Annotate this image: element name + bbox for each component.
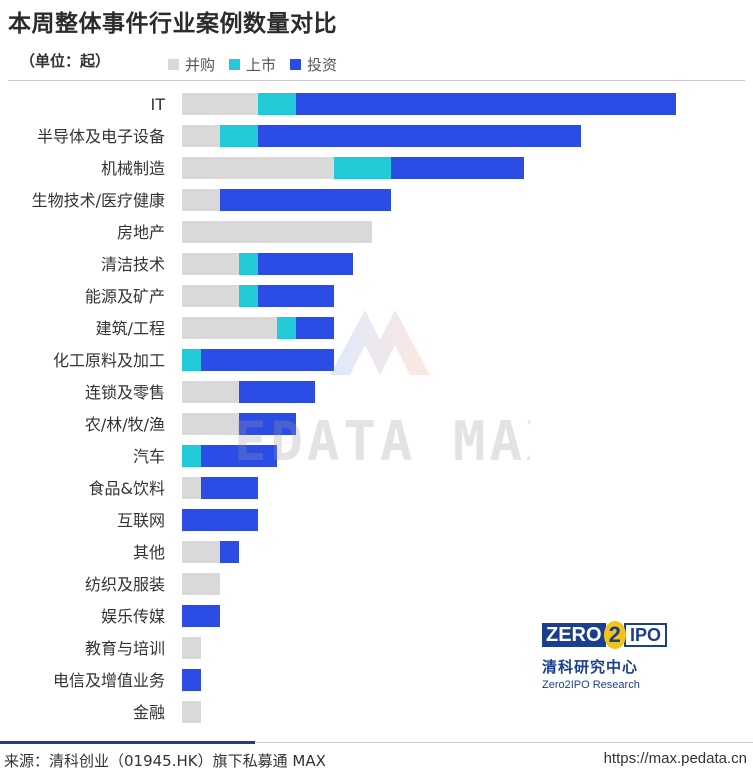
category-label: 金融 (133, 703, 165, 722)
category-label: 农/林/牧/渔 (85, 415, 165, 434)
bar-segment-ipo (334, 157, 391, 179)
legend-swatch-merger (168, 59, 179, 70)
bar-segment-ipo (277, 317, 296, 339)
category-label: 能源及矿产 (85, 287, 165, 306)
bar-segment-investment (258, 285, 334, 307)
bar-segment-merger (182, 221, 372, 243)
bar-segment-investment (239, 413, 296, 435)
unit-label: （单位：起） (20, 52, 111, 70)
bar-chart: IT 半导体及电子设备机械制造生物技术/医疗健康房地产清洁技术能源及矿产建筑/工程… (32, 93, 676, 723)
legend-item-merger: 并购 (168, 54, 215, 75)
category-label: 建筑/工程 (96, 319, 165, 338)
bar-segment-merger (182, 637, 201, 659)
bar-segment-investment (220, 541, 239, 563)
category-label: 清洁技术 (101, 255, 165, 274)
legend-swatch-investment (290, 59, 302, 70)
category-label: 娱乐传媒 (101, 607, 165, 626)
bar-segment-merger (182, 253, 239, 275)
legend-label-ipo: 上市 (246, 56, 277, 74)
top-divider (8, 80, 745, 81)
bar-segment-investment (201, 445, 277, 467)
category-label: 连锁及零售 (85, 383, 165, 402)
bar-segment-investment (258, 253, 353, 275)
bar-segment-merger (182, 573, 220, 595)
bar-segment-merger (182, 285, 239, 307)
category-label: 半导体及电子设备 (37, 127, 165, 146)
bar-segment-investment (296, 317, 334, 339)
category-label: 教育与培训 (85, 639, 165, 658)
bar-segment-merger (182, 189, 220, 211)
brand-logo: ZERO 2 IPO 清科研究中心 Zero2IPO Research (542, 620, 667, 700)
bar-segment-merger (182, 125, 220, 147)
legend-swatch-ipo (229, 59, 241, 70)
bar-segment-merger (182, 381, 239, 403)
legend: 并购 上市 投资 (168, 54, 337, 75)
chart-title: 本周整体事件行业案例数量对比 (8, 11, 337, 37)
bar-segment-merger (182, 541, 220, 563)
brand-name-cn: 清科研究中心 (542, 658, 639, 676)
bar-segment-investment (258, 125, 581, 147)
bar-segment-investment (220, 189, 391, 211)
bar-segment-ipo (239, 253, 258, 275)
category-label: 电信及增值业务 (53, 671, 165, 690)
brand-logo-two: 2 (603, 621, 626, 649)
bar-segment-merger (182, 477, 201, 499)
bar-segment-investment (182, 605, 220, 627)
source-note: 来源：清科创业（01945.HK）旗下私募通 MAX (4, 752, 326, 770)
bar-segment-ipo (258, 93, 296, 115)
legend-label-investment: 投资 (307, 56, 338, 74)
category-label: IT (151, 95, 166, 114)
bar-segment-investment (239, 381, 315, 403)
category-label: 生物技术/医疗健康 (32, 191, 165, 210)
brand-logo-zero: ZERO (542, 623, 606, 647)
bottom-divider (0, 742, 753, 743)
bar-segment-investment (391, 157, 524, 179)
bar-segment-ipo (220, 125, 258, 147)
source-url[interactable]: https://max.pedata.cn (603, 750, 747, 767)
legend-item-ipo: 上市 (229, 54, 276, 75)
category-label: 其他 (133, 543, 165, 562)
category-label: 机械制造 (101, 159, 165, 178)
bar-segment-investment (182, 669, 201, 691)
category-label: 房地产 (117, 223, 165, 242)
zero2ipo-logo-icon: ZERO 2 IPO (542, 620, 667, 650)
bar-segment-ipo (182, 349, 201, 371)
bar-segment-merger (182, 157, 334, 179)
legend-item-investment: 投资 (290, 54, 337, 75)
bar-segment-investment (201, 477, 258, 499)
bar-segment-merger (182, 317, 277, 339)
bar-segment-investment (296, 93, 676, 115)
category-label: 纺织及服装 (85, 575, 165, 594)
brand-logo-ipo: IPO (623, 623, 667, 647)
category-label: 互联网 (117, 511, 165, 530)
category-label: 汽车 (133, 447, 165, 466)
category-label: 食品&饮料 (89, 479, 165, 498)
bar-segment-merger (182, 93, 258, 115)
brand-name-en: Zero2IPO Research (542, 679, 640, 691)
bar-segment-ipo (239, 285, 258, 307)
bar-segment-merger (182, 701, 201, 723)
bar-segment-ipo (182, 445, 201, 467)
bar-segment-investment (182, 509, 258, 531)
bottom-accent-bar (0, 741, 255, 744)
bar-segment-investment (201, 349, 334, 371)
category-label: 化工原料及加工 (53, 351, 165, 370)
bar-segment-merger (182, 413, 239, 435)
legend-label-merger: 并购 (185, 56, 216, 74)
